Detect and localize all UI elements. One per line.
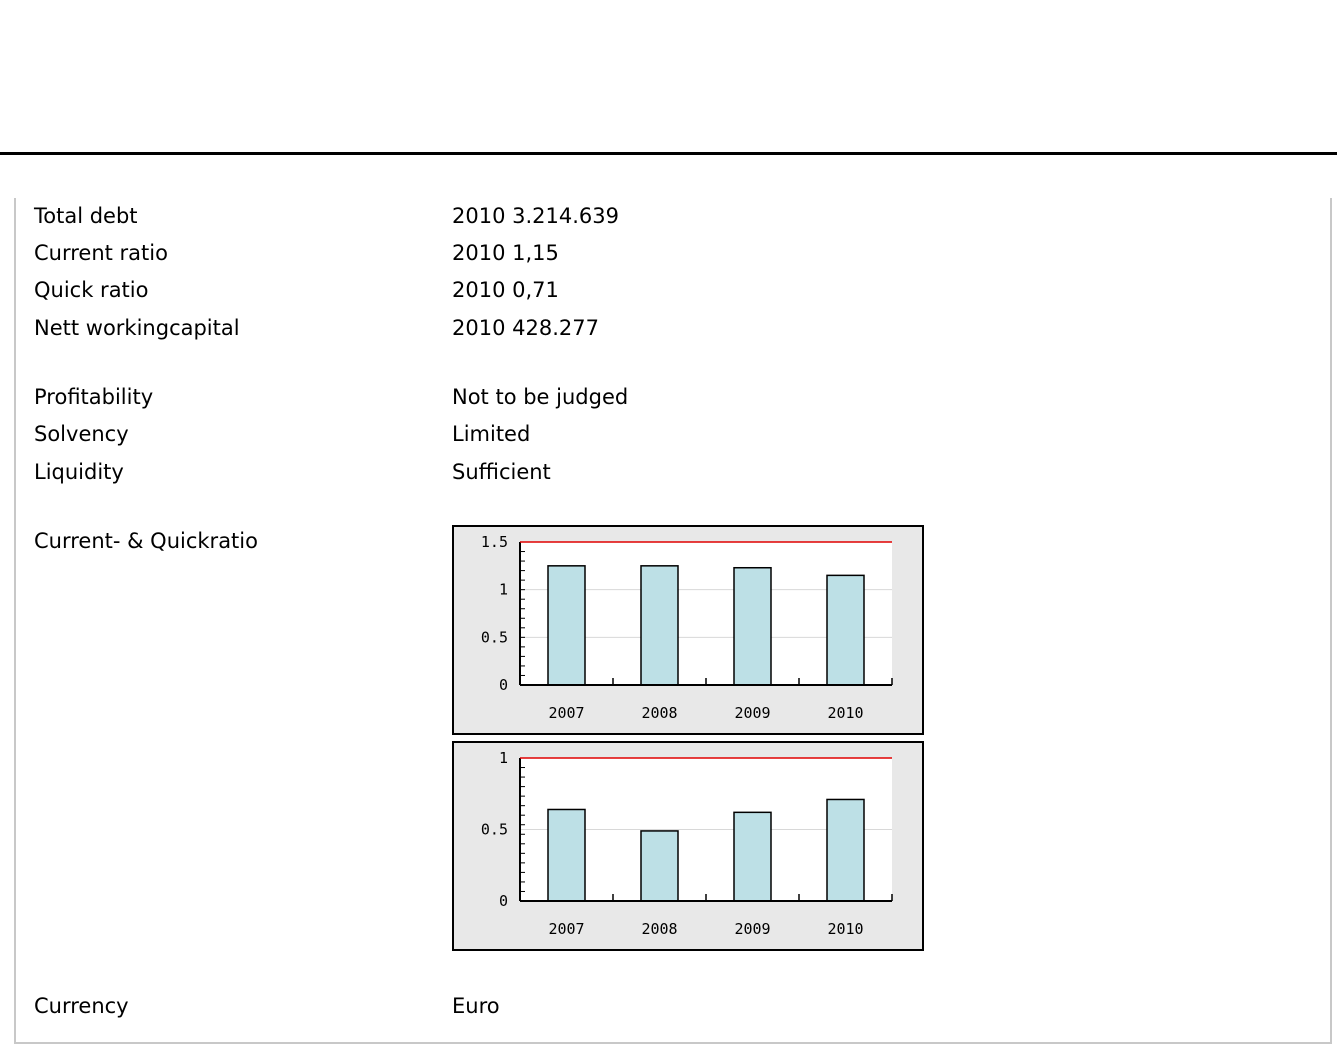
row-label: Solvency	[34, 422, 129, 446]
quick-ratio-chart-svg: 0 0.5 1 2007 2008 2009 2010	[481, 749, 893, 938]
bar-2010	[826, 574, 865, 686]
x-tick-label: 2010	[827, 704, 863, 722]
row-value: 2010 3.214.639	[452, 204, 619, 228]
current-ratio-chart: 0 0.5 1 1.5 2007 2008 2009 2010	[452, 525, 924, 735]
current-ratio-chart-svg: 0 0.5 1 1.5 2007 2008 2009 2010	[481, 533, 893, 722]
y-tick-label: 0	[499, 676, 508, 694]
bar-2008	[640, 830, 679, 902]
bar-2007	[547, 565, 586, 686]
row-label: Profitability	[34, 385, 154, 409]
row-value: Not to be judged	[452, 385, 629, 409]
x-tick-label: 2010	[827, 920, 863, 938]
row-value: 2010 1,15	[452, 241, 559, 265]
x-tick-label: 2007	[548, 704, 584, 722]
y-tick-label: 1	[499, 749, 508, 767]
financial-panel: Total debt 2010 3.214.639 Current ratio …	[14, 198, 1332, 1044]
top-divider	[0, 152, 1337, 155]
row-current-quickratio: Current- & Quickratio	[16, 526, 1316, 556]
row-value: 2010 428.277	[452, 316, 599, 340]
row-value: 2010 0,71	[452, 278, 559, 302]
bar-2009	[733, 566, 772, 686]
row-label: Quick ratio	[34, 278, 149, 302]
row-value: Limited	[452, 422, 531, 446]
row-label: Liquidity	[34, 460, 124, 484]
row-label: Total debt	[34, 204, 138, 228]
currency-value: Euro	[452, 994, 500, 1018]
row-nett-workingcapital: Nett workingcapital 2010 428.277	[16, 313, 1316, 343]
row-quick-ratio: Quick ratio 2010 0,71	[16, 275, 1316, 305]
row-currency: Currency Euro	[16, 991, 1316, 1021]
bar-2007	[547, 808, 586, 902]
row-total-debt: Total debt 2010 3.214.639	[16, 201, 1316, 231]
row-value: Sufficient	[452, 460, 551, 484]
quick-ratio-chart: 0 0.5 1 2007 2008 2009 2010	[452, 741, 924, 951]
y-tick-label: 0.5	[481, 821, 508, 839]
bar-2009	[733, 811, 772, 902]
row-label: Nett workingcapital	[34, 316, 240, 340]
y-tick-label: 0.5	[481, 628, 508, 646]
x-tick-label: 2007	[548, 920, 584, 938]
row-current-ratio: Current ratio 2010 1,15	[16, 238, 1316, 268]
row-solvency: Solvency Limited	[16, 419, 1316, 449]
row-profitability: Profitability Not to be judged	[16, 382, 1316, 412]
y-tick-label: 1.5	[481, 533, 508, 551]
row-label: Current ratio	[34, 241, 168, 265]
y-tick-label: 0	[499, 892, 508, 910]
x-tick-label: 2008	[641, 920, 677, 938]
bar-2008	[640, 565, 679, 686]
currency-label: Currency	[34, 994, 129, 1018]
row-liquidity: Liquidity Sufficient	[16, 457, 1316, 487]
bar-2010	[826, 798, 865, 902]
charts-section-label: Current- & Quickratio	[34, 529, 258, 553]
x-tick-label: 2009	[734, 920, 770, 938]
y-tick-label: 1	[499, 581, 508, 599]
x-tick-label: 2008	[641, 704, 677, 722]
x-tick-label: 2009	[734, 704, 770, 722]
